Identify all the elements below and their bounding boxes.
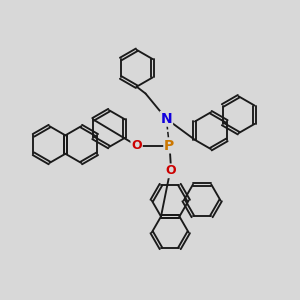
Text: P: P [164, 139, 174, 152]
Text: O: O [165, 164, 175, 177]
Text: O: O [131, 139, 142, 152]
Text: N: N [160, 112, 172, 126]
